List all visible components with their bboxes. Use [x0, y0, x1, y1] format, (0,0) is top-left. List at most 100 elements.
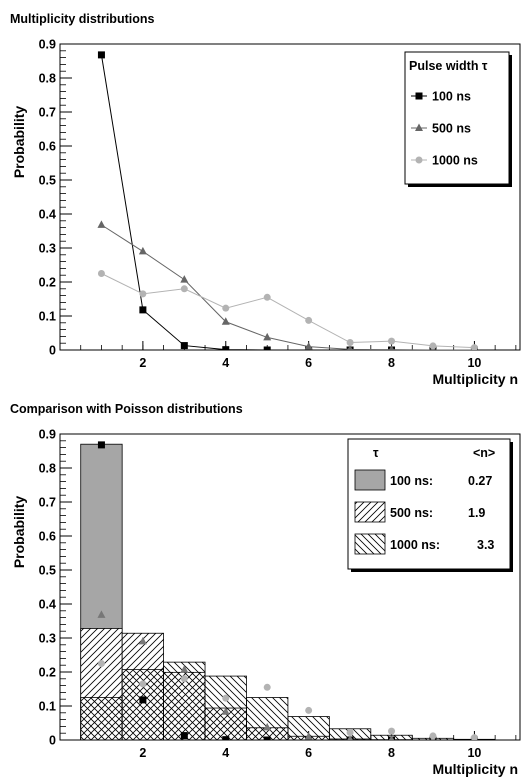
legend-title-mean: <n>	[473, 446, 495, 460]
legend-swatch	[354, 533, 386, 555]
legend-shadow	[510, 442, 513, 572]
y-tick-label: 0.3	[39, 242, 56, 256]
data-point	[180, 665, 189, 673]
legend-entry: 100 ns	[432, 90, 471, 104]
y-tick-label: 0.1	[39, 310, 56, 324]
data-point	[305, 316, 313, 324]
series-line-100ns	[100, 54, 475, 350]
y-axis-label: Probability	[11, 496, 27, 569]
y-axis-label: Probability	[11, 106, 27, 179]
legend-entry: 500 ns:	[390, 506, 433, 520]
data-point	[222, 346, 230, 350]
legend-entry: 100 ns:	[390, 474, 433, 488]
data-point	[346, 339, 354, 347]
data-point	[429, 342, 437, 350]
data-point	[97, 270, 105, 277]
y-tick-label: 0.8	[39, 462, 56, 476]
data-point	[304, 342, 313, 350]
legend-marker	[415, 92, 423, 100]
histogram-bar-3.3	[80, 697, 123, 740]
y-tick-label: 0.4	[39, 208, 56, 222]
poisson-comparison-chart: 0 0.1 0.2 0.3 0.4 0.5 0.6 0.7 0.8 0.9 2 4 6 8 10 τ <n> 1…	[11, 428, 521, 777]
y-tick-label: 0.6	[39, 530, 56, 544]
series-line-1000ns	[101, 273, 475, 349]
data-point	[388, 727, 396, 735]
legend-box	[404, 51, 510, 185]
data-point	[138, 246, 147, 255]
x-tick-label: 8	[388, 356, 395, 370]
y-tick-label: 0.2	[39, 276, 56, 290]
data-point	[263, 346, 271, 350]
legend-entry: 1000 ns	[432, 154, 478, 168]
data-point	[139, 680, 147, 688]
legend-shadow	[408, 184, 512, 187]
y-tick-label: 0.1	[39, 700, 56, 714]
data-point	[139, 306, 147, 314]
data-point	[221, 707, 230, 715]
data-point	[263, 736, 271, 740]
data-point	[97, 610, 106, 618]
data-point	[347, 734, 353, 740]
legend-swatch	[354, 469, 386, 491]
data-point	[222, 694, 230, 702]
y-tick-label: 0	[49, 734, 56, 748]
histogram-bar-3.3	[163, 661, 206, 740]
y-tick-label: 0.7	[39, 496, 56, 510]
y-tick-label: 0.4	[39, 598, 56, 612]
multiplicity-chart-panel: Multiplicity distributions 0 0.1 0.2 0.3 0.4…	[0, 0, 521, 389]
data-point	[221, 317, 230, 325]
legend-mean-value: 1.9	[468, 506, 485, 520]
data-point	[305, 706, 313, 714]
y-tick-label: 0.6	[39, 140, 56, 154]
data-point	[388, 735, 395, 740]
data-point	[138, 636, 147, 645]
data-point	[222, 304, 230, 312]
histogram-bar-3.3	[246, 697, 289, 740]
poisson-comparison-panel: Comparison with Poisson distributions 0 0…	[0, 390, 521, 779]
data-point	[97, 441, 105, 449]
y-tick-label: 0.5	[39, 564, 56, 578]
x-tick-label: 4	[222, 356, 229, 370]
data-point	[139, 290, 147, 298]
data-point	[470, 734, 478, 740]
data-point	[470, 344, 478, 350]
histogram-bar-3.3	[121, 669, 165, 740]
chart-title: Multiplicity distributions	[10, 12, 155, 26]
data-point	[304, 732, 313, 740]
data-point	[263, 293, 271, 301]
chart-title: Comparison with Poisson distributions	[10, 402, 243, 416]
data-point	[347, 344, 353, 350]
histogram-bar-3.3	[287, 716, 330, 740]
legend-marker	[415, 156, 423, 164]
data-point	[180, 275, 189, 283]
y-tick-label: 0.9	[39, 38, 56, 52]
multiplicity-chart: 0 0.1 0.2 0.3 0.4 0.5 0.6 0.7 0.8 0.9 2 4 6 8 10 Pulse…	[11, 38, 521, 387]
x-axis-label: Multiplicity n	[432, 371, 518, 387]
data-point	[180, 675, 188, 683]
data-point	[222, 736, 230, 740]
data-point	[180, 342, 188, 350]
legend-title-tau: τ	[373, 446, 379, 460]
x-tick-label: 2	[139, 746, 146, 760]
legend-entry: 500 ns	[432, 122, 471, 136]
legend-shadow	[509, 55, 512, 187]
y-tick-label: 0.2	[39, 666, 56, 680]
data-point	[263, 722, 272, 731]
legend-marker	[415, 123, 423, 131]
data-point	[180, 732, 188, 740]
data-point	[180, 285, 188, 293]
x-tick-label: 6	[305, 356, 312, 370]
y-tick-label: 0.5	[39, 174, 56, 188]
data-point	[388, 345, 395, 350]
data-point	[97, 51, 105, 59]
y-tick-label: 0.3	[39, 632, 56, 646]
y-tick-label: 0	[49, 344, 56, 358]
data-point	[139, 696, 147, 704]
series-line-500ns	[101, 224, 475, 350]
data-point	[346, 729, 354, 737]
x-tick-label: 6	[305, 746, 312, 760]
x-tick-label: 10	[467, 356, 481, 370]
x-axis-label: Multiplicity n	[432, 761, 518, 777]
x-tick-label: 4	[222, 746, 229, 760]
data-point	[388, 337, 396, 345]
